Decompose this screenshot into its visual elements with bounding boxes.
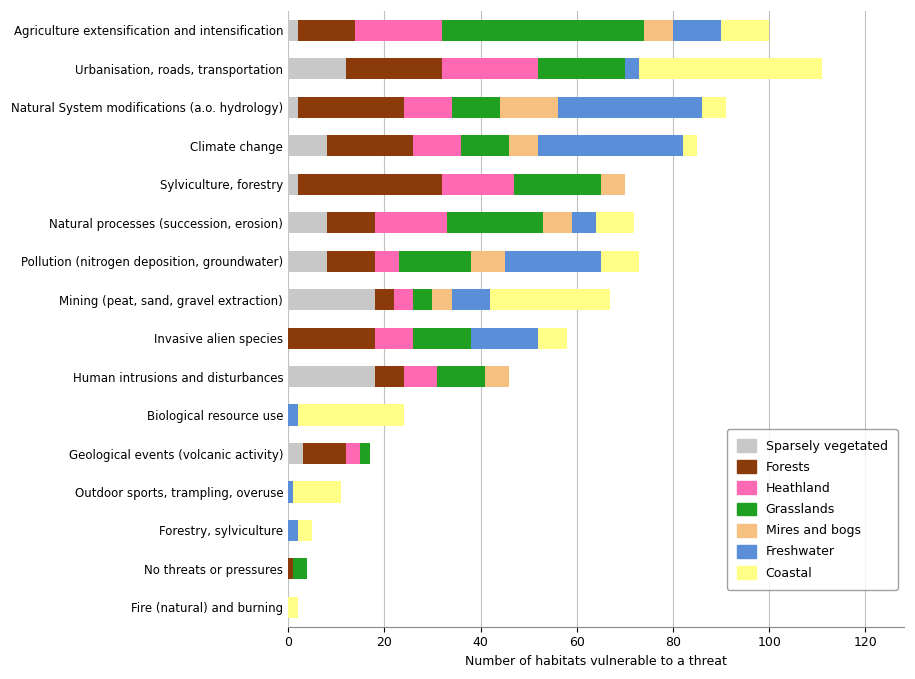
Bar bbox=[673, 20, 721, 41]
Bar bbox=[538, 327, 567, 349]
Bar bbox=[572, 212, 596, 234]
Legend: Sparsely vegetated, Forests, Heathland, Grasslands, Mires and bogs, Freshwater, : Sparsely vegetated, Forests, Heathland, … bbox=[727, 429, 898, 589]
Bar bbox=[514, 174, 601, 195]
Bar bbox=[404, 96, 452, 118]
Bar bbox=[288, 597, 297, 618]
Bar bbox=[471, 251, 504, 272]
Bar bbox=[625, 58, 640, 79]
Bar bbox=[442, 58, 538, 79]
Bar bbox=[644, 20, 673, 41]
X-axis label: Number of habitats vulnerable to a threat: Number of habitats vulnerable to a threa… bbox=[465, 655, 727, 668]
Bar bbox=[375, 251, 399, 272]
Bar bbox=[297, 96, 404, 118]
Bar bbox=[394, 289, 414, 310]
Bar bbox=[288, 251, 327, 272]
Bar bbox=[437, 366, 485, 387]
Bar bbox=[327, 135, 414, 156]
Bar bbox=[510, 135, 538, 156]
Bar bbox=[375, 366, 404, 387]
Bar bbox=[346, 58, 442, 79]
Bar bbox=[442, 174, 514, 195]
Bar bbox=[414, 327, 471, 349]
Bar bbox=[297, 174, 442, 195]
Bar bbox=[297, 405, 404, 426]
Bar bbox=[485, 366, 510, 387]
Bar bbox=[303, 443, 346, 464]
Bar bbox=[433, 289, 452, 310]
Bar bbox=[288, 289, 375, 310]
Bar bbox=[293, 481, 341, 502]
Bar bbox=[293, 558, 307, 579]
Bar bbox=[601, 251, 640, 272]
Bar bbox=[544, 212, 572, 234]
Bar bbox=[601, 174, 625, 195]
Bar bbox=[471, 327, 538, 349]
Bar bbox=[399, 251, 471, 272]
Bar bbox=[288, 520, 297, 541]
Bar bbox=[538, 58, 625, 79]
Bar bbox=[288, 58, 346, 79]
Bar bbox=[490, 289, 610, 310]
Bar bbox=[375, 212, 447, 234]
Bar bbox=[288, 135, 327, 156]
Bar bbox=[442, 20, 644, 41]
Bar bbox=[297, 520, 312, 541]
Bar bbox=[297, 20, 355, 41]
Bar bbox=[288, 366, 375, 387]
Bar bbox=[640, 58, 822, 79]
Bar bbox=[452, 96, 500, 118]
Bar bbox=[288, 327, 375, 349]
Bar bbox=[375, 289, 394, 310]
Bar bbox=[500, 96, 557, 118]
Bar bbox=[288, 405, 297, 426]
Bar bbox=[504, 251, 601, 272]
Bar bbox=[414, 135, 461, 156]
Bar bbox=[461, 135, 510, 156]
Bar bbox=[355, 20, 442, 41]
Bar bbox=[288, 558, 293, 579]
Bar bbox=[683, 135, 697, 156]
Bar bbox=[596, 212, 634, 234]
Bar bbox=[452, 289, 490, 310]
Bar bbox=[346, 443, 361, 464]
Bar bbox=[375, 327, 414, 349]
Bar bbox=[557, 96, 702, 118]
Bar bbox=[414, 289, 433, 310]
Bar bbox=[327, 212, 375, 234]
Bar bbox=[327, 251, 375, 272]
Bar bbox=[361, 443, 370, 464]
Bar bbox=[288, 443, 303, 464]
Bar bbox=[288, 96, 297, 118]
Bar bbox=[702, 96, 726, 118]
Bar bbox=[288, 481, 293, 502]
Bar bbox=[404, 366, 437, 387]
Bar bbox=[447, 212, 544, 234]
Bar bbox=[288, 20, 297, 41]
Bar bbox=[288, 174, 297, 195]
Bar bbox=[538, 135, 683, 156]
Bar bbox=[288, 212, 327, 234]
Bar bbox=[721, 20, 770, 41]
